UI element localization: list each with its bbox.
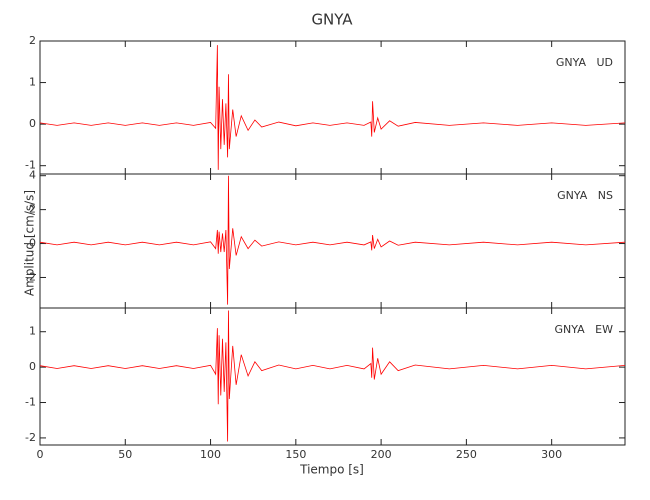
panel-label: GNYA NS bbox=[557, 189, 613, 202]
x-tick-label: 300 bbox=[541, 448, 562, 461]
y-tick-label: 4 bbox=[29, 169, 36, 182]
trace bbox=[39, 310, 626, 442]
y-tick-label: -2 bbox=[25, 431, 36, 444]
y-tick-label: 0 bbox=[29, 360, 36, 373]
x-tick-label: 200 bbox=[371, 448, 392, 461]
panel-frame bbox=[39, 40, 626, 175]
panel-frame bbox=[39, 307, 626, 446]
y-tick-label: -2 bbox=[25, 270, 36, 283]
y-tick-label: 2 bbox=[29, 203, 36, 216]
y-tick-label: -1 bbox=[25, 396, 36, 409]
x-tick-label: 150 bbox=[285, 448, 306, 461]
y-tick-label: 0 bbox=[29, 237, 36, 250]
y-tick-label: 2 bbox=[29, 34, 36, 47]
x-axis-label: Tiempo [s] bbox=[299, 463, 364, 477]
chart-title: GNYA bbox=[311, 11, 353, 29]
y-tick-label: 0 bbox=[29, 117, 36, 130]
y-tick-label: 1 bbox=[29, 325, 36, 338]
panel-frame bbox=[39, 173, 626, 309]
x-tick-label: 250 bbox=[456, 448, 477, 461]
x-tick-label: 100 bbox=[200, 448, 221, 461]
trace bbox=[39, 45, 626, 170]
panel-label: GNYA UD bbox=[556, 56, 613, 69]
y-tick-label: 1 bbox=[29, 76, 36, 89]
panel-label: GNYA EW bbox=[555, 323, 614, 336]
y-axis-label: Amplitud [cm/s/s] bbox=[23, 190, 37, 296]
y-tick-label: -1 bbox=[25, 159, 36, 172]
x-tick-label: 50 bbox=[118, 448, 132, 461]
trace bbox=[39, 175, 626, 305]
x-tick-label: 0 bbox=[37, 448, 44, 461]
